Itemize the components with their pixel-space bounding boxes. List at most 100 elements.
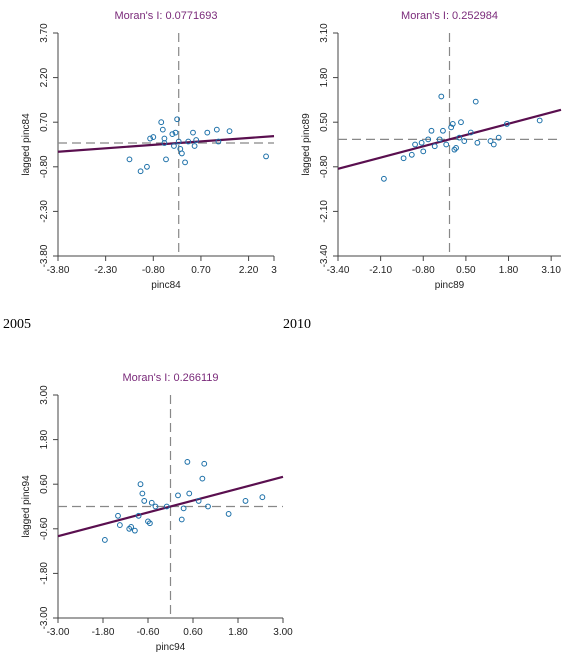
- x-tick-label-pinc89: 3.10: [541, 265, 561, 276]
- data-point-pinc94: [186, 490, 193, 497]
- data-point-pinc89: [536, 117, 543, 124]
- data-point-pinc89: [467, 129, 474, 136]
- y-tick-label-pinc89: 3.10: [319, 23, 330, 43]
- data-point-pinc84: [137, 168, 144, 175]
- year-label-2010: 2010: [283, 317, 311, 332]
- data-point-pinc89: [453, 145, 459, 151]
- x-tick-label-pinc94: -0.60: [137, 627, 160, 638]
- y-tick-label-pinc94: -3.00: [39, 606, 50, 629]
- data-point-pinc84: [174, 116, 181, 123]
- data-point-pinc84: [193, 137, 200, 143]
- data-point-pinc89: [449, 121, 456, 127]
- x-tick-label-pinc89: -3.40: [327, 265, 350, 276]
- data-point-pinc84: [190, 129, 196, 136]
- data-point-pinc94: [116, 522, 123, 528]
- data-point-pinc94: [135, 512, 142, 519]
- x-tick-label-pinc94: 0.60: [183, 627, 203, 638]
- data-point-pinc89: [431, 143, 438, 150]
- data-point-pinc89: [425, 136, 432, 143]
- regression-line-pinc94: [57, 475, 284, 538]
- data-point-pinc84: [185, 138, 192, 145]
- chart-pinc94: Moran's I: 0.266119 -3.00 -1.80 -0.60 0.60 1.…: [21, 372, 293, 653]
- x-axis-label-pinc94: pinc94: [156, 642, 186, 653]
- y-axis-label-pinc94: lagged pinc94: [21, 475, 32, 538]
- data-point-pinc89: [451, 146, 458, 153]
- data-point-pinc84: [147, 135, 154, 142]
- y-tick-label-pinc84: -3.80: [39, 244, 50, 267]
- x-tick-label-pinc94: -3.00: [47, 627, 70, 638]
- data-point-pinc89: [438, 93, 445, 100]
- data-point-pinc84: [182, 159, 188, 166]
- data-point-pinc94: [128, 524, 135, 530]
- chart-title-pinc89: Moran's I: 0.252984: [401, 10, 498, 22]
- data-point-pinc84: [172, 129, 179, 136]
- y-tick-label-pinc94: 1.80: [39, 429, 50, 449]
- data-point-pinc84: [213, 126, 220, 133]
- data-point-pinc84: [144, 163, 150, 170]
- data-point-pinc89: [381, 175, 387, 182]
- data-point-pinc89: [440, 127, 446, 134]
- y-tick-label-pinc84: -0.80: [39, 155, 50, 178]
- data-point-pinc84: [215, 138, 222, 145]
- data-point-pinc89: [428, 127, 435, 134]
- y-tick-label-pinc89: 0.50: [319, 112, 330, 132]
- data-point-pinc84: [178, 150, 185, 157]
- chart-title-pinc94: Moran's I: 0.266119: [122, 372, 218, 384]
- data-point-pinc84: [161, 140, 168, 146]
- data-point-pinc89: [458, 119, 464, 126]
- y-tick-label-pinc84: 3.70: [39, 23, 50, 43]
- data-point-pinc84: [204, 129, 211, 136]
- y-tick-label-pinc89: -0.80: [319, 155, 330, 178]
- x-tick-label-pinc89: 1.80: [499, 265, 519, 276]
- data-point-pinc89: [448, 124, 455, 131]
- y-tick-label-pinc84: 2.20: [39, 67, 50, 87]
- data-point-pinc94: [259, 494, 266, 501]
- data-point-pinc94: [152, 503, 159, 510]
- data-point-pinc84: [150, 134, 157, 140]
- data-point-pinc94: [184, 459, 191, 465]
- data-point-pinc89: [474, 139, 481, 146]
- data-point-pinc94: [242, 498, 249, 504]
- data-point-pinc94: [195, 498, 202, 504]
- x-axis-label-pinc89: pinc89: [435, 280, 465, 291]
- y-tick-label-pinc89: -2.10: [319, 200, 330, 223]
- data-point-pinc89: [412, 141, 418, 148]
- data-point-pinc84: [163, 156, 169, 163]
- x-tick-label-pinc94: 1.80: [228, 627, 248, 638]
- data-point-pinc89: [490, 141, 497, 148]
- y-tick-label-pinc94: 3.00: [39, 385, 50, 405]
- x-tick-label-pinc84: 3: [271, 265, 277, 276]
- y-tick-label-pinc84: 0.70: [39, 112, 50, 132]
- x-tick-label-pinc94: 3.00: [273, 627, 293, 638]
- y-tick-label-pinc94: -1.80: [39, 562, 50, 585]
- data-point-pinc89: [400, 155, 407, 162]
- year-label-2005: 2005: [3, 317, 31, 332]
- y-tick-label-pinc89: 1.80: [319, 67, 330, 87]
- x-tick-label-pinc94: -1.80: [92, 627, 115, 638]
- data-point-pinc84: [175, 138, 182, 145]
- data-point-pinc94: [141, 498, 148, 504]
- data-point-pinc94: [180, 505, 187, 512]
- data-point-pinc94: [146, 520, 153, 527]
- data-point-pinc89: [436, 136, 443, 143]
- x-tick-label-pinc89: -0.80: [412, 265, 435, 276]
- data-point-pinc84: [159, 126, 166, 133]
- data-point-pinc84: [171, 143, 177, 149]
- x-tick-label-pinc84: -3.80: [47, 265, 70, 276]
- y-tick-label-pinc84: -2.30: [39, 200, 50, 223]
- data-point-pinc89: [443, 141, 450, 148]
- chart-title-pinc84: Moran's I: 0.0771693: [114, 10, 217, 22]
- data-point-pinc84: [226, 128, 233, 135]
- data-point-pinc94: [225, 511, 232, 517]
- data-point-pinc94: [115, 512, 121, 519]
- data-point-pinc94: [199, 475, 206, 482]
- data-point-pinc84: [169, 131, 176, 137]
- data-point-pinc84: [263, 153, 269, 160]
- data-point-pinc89: [418, 139, 425, 146]
- data-point-pinc89: [408, 151, 415, 158]
- data-point-pinc84: [191, 143, 198, 149]
- data-point-pinc94: [178, 516, 185, 523]
- y-tick-label-pinc89: -3.40: [319, 244, 330, 267]
- y-axis-label-pinc89: lagged pinc89: [301, 113, 312, 176]
